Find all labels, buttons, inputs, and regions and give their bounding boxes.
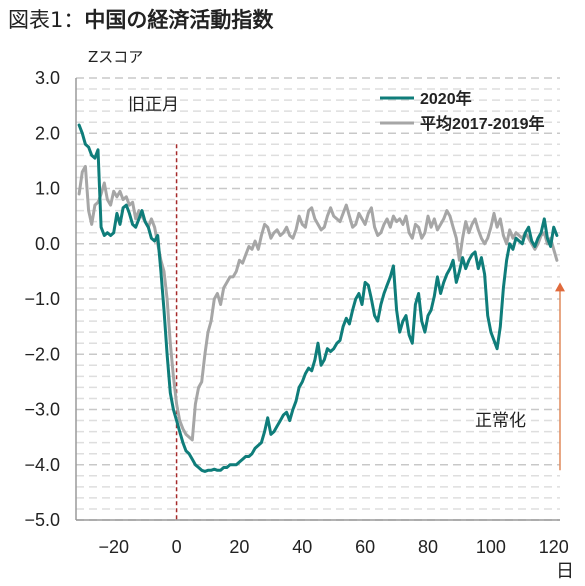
marker-layer	[175, 144, 565, 520]
tick-labels: 3.0 2.0 1.0 0.0 −1.0 −2.0 −3.0 −4.0 −5.0 −20 0 20 40…	[24, 68, 568, 557]
series-lines	[77, 123, 559, 473]
x-tick-label: 20	[229, 537, 249, 557]
grid-lines	[75, 77, 560, 521]
x-tick-label: −20	[98, 537, 129, 557]
chart-title-lead: 図表1：	[8, 8, 85, 32]
spring-festival-label: 旧正月	[128, 95, 179, 115]
y-tick-label: −2.0	[24, 344, 60, 364]
y-tick-label: −4.0	[24, 455, 60, 475]
y-tick-label: 0.0	[35, 234, 60, 254]
normalization-arrow-head	[555, 282, 565, 292]
legend: 2020年 平均2017-2019年	[380, 89, 545, 133]
x-tick-label: 80	[418, 537, 438, 557]
y-tick-label: −3.0	[24, 400, 60, 420]
x-tick-label: 60	[355, 537, 375, 557]
legend-label-2020: 2020年	[420, 89, 472, 108]
chart-title-main: 中国の経済活動指数	[84, 8, 274, 32]
x-tick-label: 0	[172, 537, 182, 557]
y-tick-label: 3.0	[35, 68, 60, 88]
y-axis-unit-label: Zスコア	[88, 48, 143, 66]
y-tick-label: 2.0	[35, 123, 60, 143]
y-tick-label: 1.0	[35, 179, 60, 199]
legend-label-average: 平均2017-2019年	[420, 114, 545, 133]
x-tick-label: 120	[539, 537, 569, 557]
y-tick-label: −5.0	[24, 510, 60, 530]
series-line-2020	[77, 123, 559, 473]
y-tick-label: −1.0	[24, 289, 60, 309]
x-tick-label: 100	[476, 537, 506, 557]
chart-title: 図表1：中国の経済活動指数	[8, 4, 273, 34]
normalization-label: 正常化	[475, 411, 526, 431]
x-axis-unit-label: 日	[556, 561, 574, 581]
x-tick-label: 40	[292, 537, 312, 557]
